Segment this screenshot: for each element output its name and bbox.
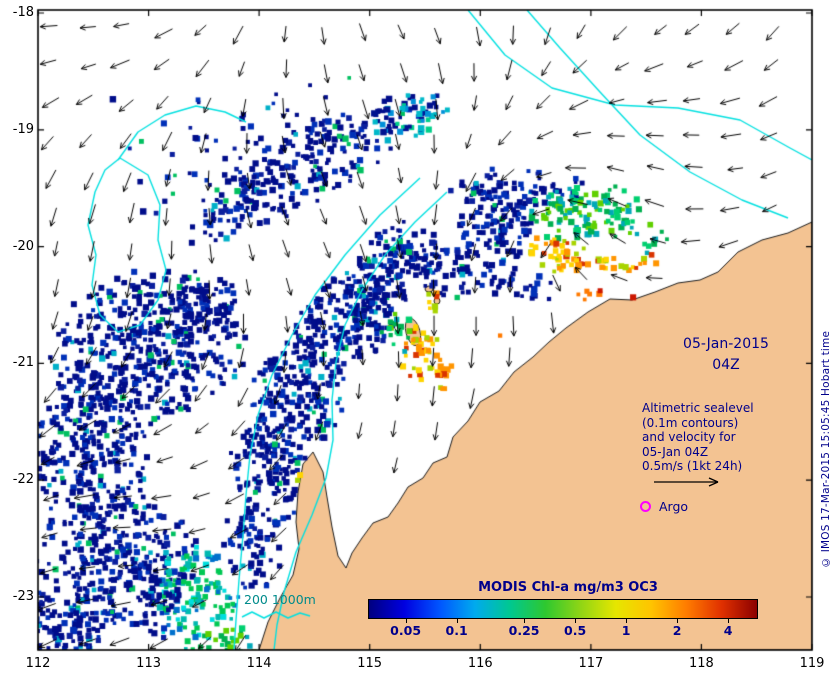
x-axis-tick-label: 116 <box>467 656 493 671</box>
colorbar-tick-mark <box>626 619 628 623</box>
altimetric-line: 0.5m/s (1kt 24h) <box>642 459 743 473</box>
colorbar-tick-mark <box>405 619 407 623</box>
colorbar-tick-mark <box>456 619 458 623</box>
argo-annotation: Argo <box>640 499 688 514</box>
colorbar-tick-mark <box>524 619 526 623</box>
y-axis-tick-label: -19 <box>12 121 34 137</box>
x-axis-tick-label: 115 <box>357 656 383 671</box>
y-axis-tick-label: -23 <box>12 589 34 604</box>
altimetric-line: and velocity for <box>642 430 736 444</box>
colorbar-tick-label: 4 <box>723 623 733 638</box>
colorbar-title: MODIS Chl-a mg/m3 OC3 <box>478 580 658 595</box>
colorbar <box>368 599 758 619</box>
x-axis-tick-label: 119 <box>799 656 825 671</box>
date-annotation: 05-Jan-2015 04Z <box>656 334 796 376</box>
argo-marker-icon <box>640 501 651 512</box>
colorbar-tick-mark <box>575 619 577 623</box>
date-line: 05-Jan-2015 <box>683 336 769 352</box>
time-line: 04Z <box>712 357 740 373</box>
altimetric-annotation: Altimetric sealevel (0.1m contours) and … <box>642 401 792 474</box>
y-axis-tick-label: -20 <box>12 238 34 254</box>
copyright-text: © IMOS 17-Mar-2015 15:05:45 Hobart time <box>820 330 832 568</box>
colorbar-tick-label: 1 <box>621 623 631 638</box>
colorbar-tick-label: 0.05 <box>390 623 422 638</box>
colorbar-tick-mark <box>677 619 679 623</box>
altimetric-line: (0.1m contours) <box>642 415 739 430</box>
y-axis-tick-label: -18 <box>12 5 34 20</box>
colorbar-tick-label: 2 <box>672 623 682 638</box>
y-axis-tick-label: -21 <box>12 355 34 371</box>
x-axis-tick-label: 113 <box>136 656 161 671</box>
colorbar-tick-label: 0.5 <box>564 623 587 638</box>
x-axis-tick-label: 118 <box>688 656 714 671</box>
altimetric-line: 05-Jan 04Z <box>642 444 709 459</box>
colorbar-tick-label: 0.1 <box>445 623 468 638</box>
x-axis-tick-label: 117 <box>578 656 604 671</box>
argo-label: Argo <box>659 499 689 514</box>
colorbar-tick-mark <box>728 619 730 623</box>
x-axis-tick-label: 114 <box>246 656 272 671</box>
depth-contour-legend: 200 1000m <box>244 592 316 607</box>
x-axis-tick-label: 112 <box>25 656 51 671</box>
colorbar-tick-label: 0.25 <box>508 623 540 638</box>
velocity-scale-arrow-icon <box>654 477 719 487</box>
altimetric-line: Altimetric sealevel <box>642 401 754 415</box>
y-axis-tick-label: -22 <box>12 472 34 488</box>
